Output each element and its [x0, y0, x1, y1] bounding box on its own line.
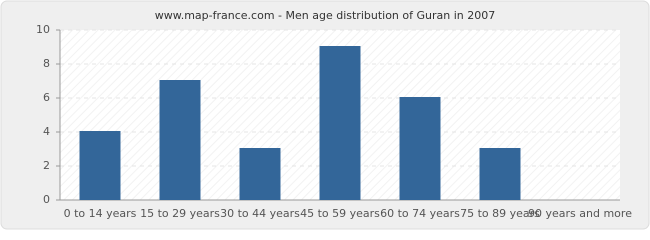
page: {"chart_data": {"type": "bar", "title": … — [0, 0, 650, 230]
chart: www.map-france.com - Men age distributio… — [0, 0, 650, 230]
bar — [239, 148, 281, 200]
bar — [319, 46, 361, 200]
y-tick-label: 4 — [43, 125, 50, 138]
y-tick-label: 8 — [43, 57, 50, 70]
chart-title: www.map-france.com - Men age distributio… — [155, 9, 496, 22]
bar — [479, 148, 521, 200]
x-tick-label: 0 to 14 years — [64, 207, 137, 220]
x-tick-label: 15 to 29 years — [140, 207, 220, 220]
x-tick-label: 60 to 74 years — [380, 207, 460, 220]
x-tick-label: 30 to 44 years — [220, 207, 300, 220]
y-tick-label: 0 — [43, 193, 50, 206]
bar — [399, 97, 441, 200]
y-tick-label: 10 — [36, 23, 50, 36]
x-tick-label: 75 to 89 years — [460, 207, 540, 220]
y-tick-label: 2 — [43, 159, 50, 172]
x-tick-label: 90 years and more — [528, 207, 632, 220]
y-tick-label: 6 — [43, 91, 50, 104]
bar — [79, 131, 121, 200]
bar — [159, 80, 201, 200]
x-tick-label: 45 to 59 years — [300, 207, 380, 220]
